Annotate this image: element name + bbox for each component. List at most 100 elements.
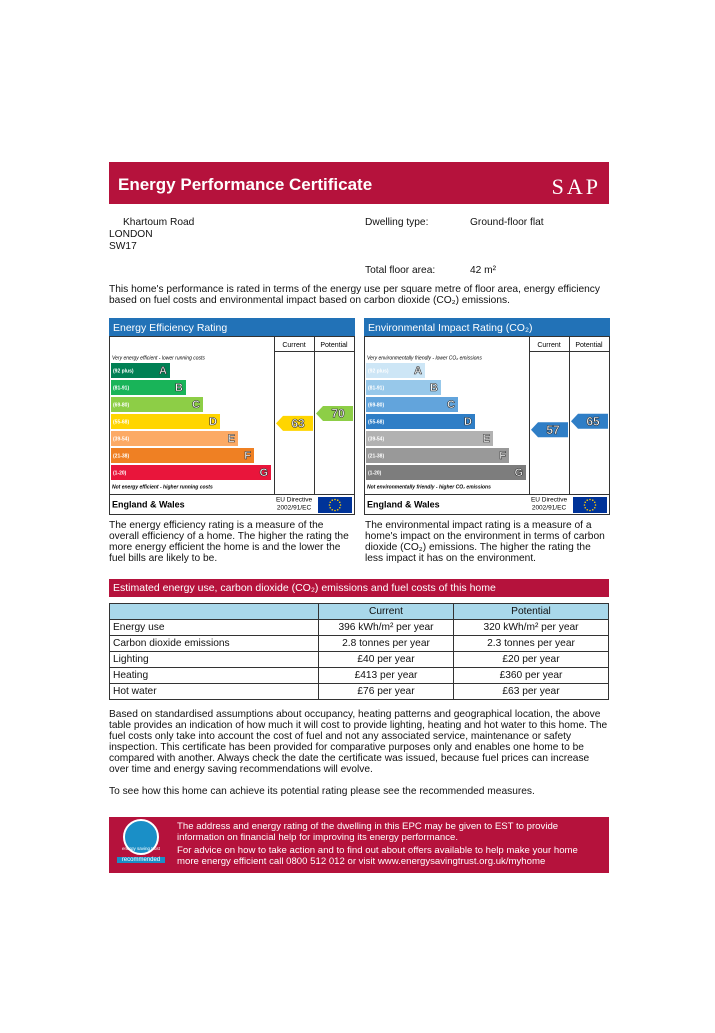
directive: 2002/91/EC — [277, 505, 312, 512]
band — [111, 448, 254, 463]
bottom-note: Not environmentally friendly - higher CO… — [367, 484, 491, 490]
bottom-note: Not energy efficient - higher running co… — [112, 484, 213, 490]
eu-star — [336, 508, 339, 511]
eu-star — [586, 508, 589, 511]
eu-star — [586, 499, 589, 502]
table-cell: Heating — [109, 667, 319, 684]
column-header: Potential — [320, 342, 348, 349]
band-letter: E — [483, 433, 490, 445]
band-range: (39-54) — [368, 436, 384, 442]
band-range: (1-20) — [113, 470, 127, 476]
eu-star — [331, 508, 334, 511]
eu-star — [591, 508, 594, 511]
footer-box: energy saving trust recommended The addr… — [109, 817, 609, 873]
rating-value: 65 — [586, 414, 600, 428]
band-letter: G — [514, 467, 523, 479]
detail-label: Dwelling type: — [365, 217, 429, 228]
directive: EU Directive — [276, 497, 313, 504]
band-letter: A — [414, 365, 422, 377]
header-cell: Current — [318, 603, 454, 620]
table-row: Carbon dioxide emissions 2.8 tonnes per y… — [109, 635, 609, 652]
eu-star — [334, 509, 336, 512]
table-cell: Hot water — [109, 683, 319, 700]
address-line: LONDON — [109, 229, 153, 240]
table-cell: 2.3 tonnes per year — [453, 635, 609, 652]
rating-value: 70 — [331, 407, 345, 421]
eu-star — [584, 506, 587, 509]
rating-description: The environmental impact rating is a mea… — [365, 520, 605, 564]
rating-arrow — [316, 406, 353, 421]
band-letter: B — [430, 382, 438, 394]
eu-star — [589, 498, 591, 501]
eu-star — [589, 509, 591, 512]
band — [111, 414, 220, 429]
detail-label: Total floor area: — [365, 265, 436, 276]
table-cell: 396 kWh/m² per year — [318, 619, 454, 636]
chart-title: Energy Efficiency Rating — [113, 322, 227, 334]
eu-star — [338, 506, 341, 509]
frame — [109, 336, 355, 515]
band-letter: F — [499, 450, 506, 462]
section-bar: Estimated energy use, carbon dioxide (CO… — [109, 579, 609, 597]
intro: This home's performance is rated in term… — [109, 284, 600, 306]
region: England & Wales — [367, 499, 440, 509]
band-letter: E — [228, 433, 235, 445]
estimates-table: Current Potential Energy use 396 kWh/m² p… — [109, 603, 609, 700]
band-range: (92 plus) — [368, 368, 389, 374]
frame — [364, 336, 610, 515]
band-letter: D — [209, 416, 217, 428]
eu-star — [329, 501, 332, 504]
directive: 2002/91/EC — [532, 505, 567, 512]
band-letter: G — [259, 467, 268, 479]
rating-arrow — [571, 413, 608, 429]
eu-star — [593, 501, 596, 504]
table-cell: £413 per year — [318, 667, 454, 684]
table-row: Hot water £76 per year £63 per year — [109, 683, 609, 700]
rating-value: 63 — [291, 417, 305, 431]
table-cell: Lighting — [109, 651, 319, 668]
eu-star — [334, 498, 336, 501]
eu-star — [584, 501, 587, 504]
region: England & Wales — [112, 499, 185, 509]
detail-value: 42 m² — [470, 265, 497, 276]
band-letter: F — [244, 450, 251, 462]
eu-star — [594, 504, 597, 506]
header-title: Energy Performance Certificate — [118, 175, 373, 194]
band-range: (1-20) — [368, 470, 382, 476]
directive: EU Directive — [531, 497, 568, 504]
eu-star — [328, 504, 331, 506]
band-range: (21-38) — [113, 453, 129, 459]
column-header: Potential — [575, 342, 603, 349]
header-cell — [109, 603, 319, 620]
logo-recommended: recommended — [117, 857, 165, 863]
section-title: Estimated energy use, carbon dioxide (CO… — [113, 582, 496, 594]
band-letter: B — [175, 382, 183, 394]
note: Based on standardised assumptions about … — [109, 709, 608, 775]
table-cell: £63 per year — [453, 683, 609, 700]
logo-badge — [123, 819, 159, 855]
table-row: Lighting £40 per year £20 per year — [109, 651, 609, 668]
table-cell: 2.8 tonnes per year — [318, 635, 454, 652]
logo-text: energy saving trust — [121, 846, 161, 851]
footer-text: The address and energy rating of the dwe… — [177, 821, 559, 843]
chart-title: Environmental Impact Rating (CO₂) — [368, 322, 533, 334]
table-cell: Carbon dioxide emissions — [109, 635, 319, 652]
band-range: (81-91) — [368, 385, 384, 391]
band-range: (21-38) — [368, 453, 384, 459]
note: To see how this home can achieve its pot… — [109, 786, 535, 797]
band — [366, 448, 509, 463]
eu-star — [336, 499, 339, 502]
rating-chart: Energy Efficiency Rating Current Potential… — [109, 318, 355, 515]
band — [111, 465, 271, 480]
title-bar — [364, 318, 610, 336]
eu-star — [331, 499, 334, 502]
footer-text: For advice on how to take action and to … — [177, 845, 578, 867]
table-row: Energy use 396 kWh/m² per year 320 kWh/m² … — [109, 619, 609, 636]
table-row: Heating £413 per year £360 per year — [109, 667, 609, 684]
sap-logo: SAP — [551, 174, 601, 199]
band — [366, 397, 458, 412]
table-cell: £20 per year — [453, 651, 609, 668]
table-cell: £76 per year — [318, 683, 454, 700]
eu-star — [339, 504, 342, 506]
